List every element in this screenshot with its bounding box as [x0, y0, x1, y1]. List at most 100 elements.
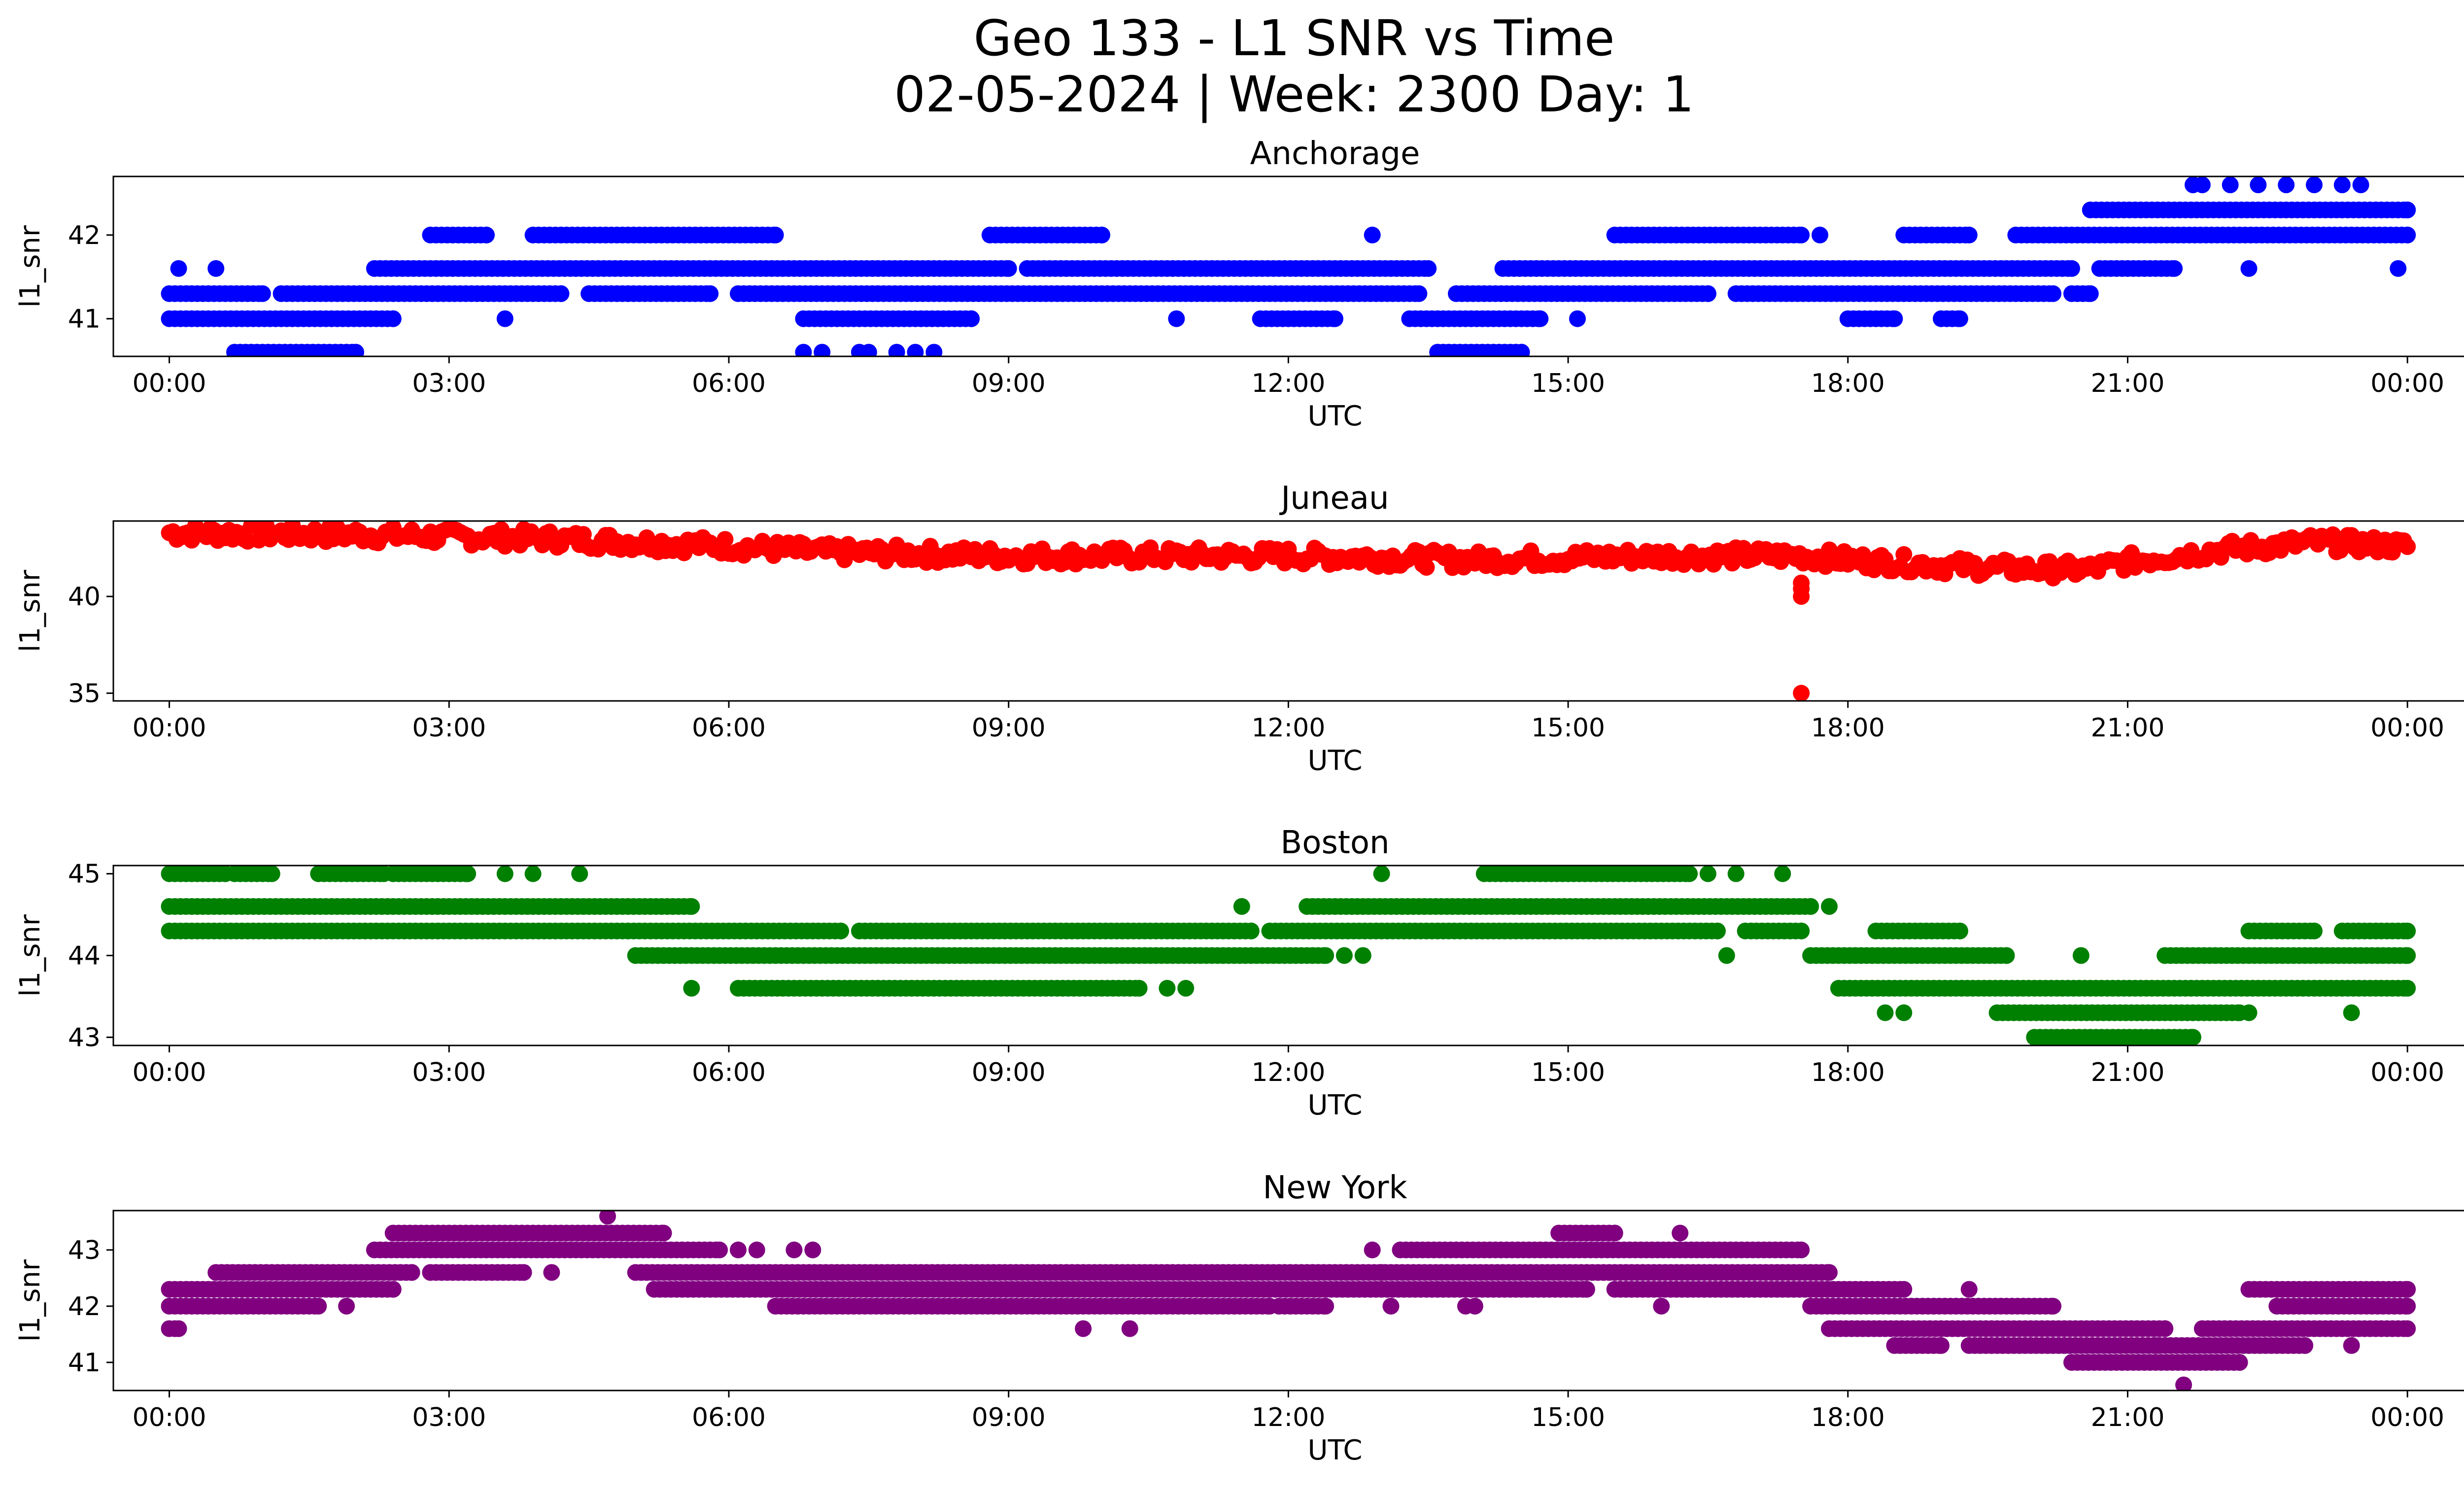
- y-tick-label: 41: [68, 1348, 101, 1378]
- data-point: [814, 344, 831, 356]
- x-tick-label: 06:00: [692, 369, 766, 398]
- x-tick-label: 09:00: [972, 1058, 1046, 1087]
- x-axis-label-boston: UTC: [1307, 1089, 1362, 1121]
- data-point: [2343, 1337, 2360, 1354]
- y-tick-label: 44: [68, 941, 101, 971]
- x-axis-label-juneau: UTC: [1307, 745, 1362, 777]
- y-axis-label-juneau: l1_snr: [14, 569, 46, 652]
- data-point: [2296, 1337, 2314, 1354]
- data-point: [1159, 979, 1176, 997]
- data-point: [2175, 1376, 2192, 1391]
- data-point: [384, 310, 402, 327]
- y-tick-label: 41: [68, 305, 101, 334]
- data-point: [2072, 947, 2089, 964]
- data-point: [1727, 866, 1745, 882]
- data-point: [1793, 588, 1810, 605]
- x-tick-label: 09:00: [972, 713, 1046, 743]
- x-tick-label: 18:00: [1811, 1058, 1885, 1087]
- data-point: [2399, 1281, 2416, 1298]
- data-point: [711, 1241, 728, 1258]
- data-point: [729, 1241, 747, 1258]
- data-point: [860, 344, 877, 356]
- data-point: [2082, 285, 2099, 302]
- data-point: [2399, 947, 2416, 964]
- data-point: [1653, 1297, 1670, 1315]
- data-point: [1718, 947, 1735, 964]
- x-tick-label: 03:00: [412, 713, 486, 743]
- data-point: [1466, 1297, 1483, 1315]
- x-tick-label: 09:00: [972, 369, 1046, 398]
- data-points-juneau: [161, 521, 2416, 701]
- x-tick-label: 21:00: [2091, 1058, 2165, 1087]
- data-point: [403, 1264, 420, 1281]
- data-point: [2240, 260, 2258, 277]
- data-point: [1774, 866, 1791, 882]
- data-point: [2399, 1320, 2416, 1337]
- data-point: [552, 285, 570, 302]
- data-point: [1895, 1004, 1913, 1021]
- data-point: [2399, 538, 2416, 555]
- x-tick-label: 18:00: [1811, 369, 1885, 398]
- data-point: [702, 285, 719, 302]
- data-point: [2278, 176, 2295, 193]
- data-point: [767, 226, 784, 243]
- data-point: [1513, 344, 1530, 356]
- data-point: [1418, 559, 1435, 576]
- data-point: [571, 866, 588, 882]
- x-axis-label-anchorage: UTC: [1307, 400, 1362, 432]
- data-point: [384, 1281, 402, 1298]
- data-point: [1364, 1241, 1381, 1258]
- data-point: [717, 531, 734, 548]
- data-point: [1373, 1264, 1390, 1281]
- data-point: [2147, 1337, 2164, 1354]
- data-point: [170, 260, 187, 277]
- data-point: [2343, 1004, 2360, 1021]
- data-point: [170, 1320, 187, 1337]
- x-tick-label: 00:00: [2370, 1058, 2444, 1087]
- data-point: [1000, 260, 1017, 277]
- data-point: [2390, 260, 2407, 277]
- x-tick-label: 09:00: [972, 1403, 1046, 1432]
- data-point: [599, 1211, 616, 1225]
- x-tick-label: 06:00: [692, 1058, 766, 1087]
- figure-title-line-1: Geo 133 - L1 SNR vs Time: [974, 9, 1615, 67]
- data-point: [1802, 898, 1819, 915]
- panel-title-juneau: Juneau: [1279, 480, 1389, 517]
- data-point: [2045, 1297, 2062, 1315]
- panel-boston: Boston 00:00 03:00 06:00 09:00 12:00 15:00 18:0…: [14, 825, 2464, 1121]
- panel-new-york: New York 00:00 03:00 06:00 09:00 12:00 15:00 18…: [14, 1170, 2464, 1466]
- data-points-new-york: [161, 1211, 2416, 1391]
- x-axis-label-new-york: UTC: [1307, 1434, 1362, 1466]
- data-point: [1420, 260, 1437, 277]
- y-tick-label: 42: [68, 221, 101, 250]
- y-tick-label: 42: [68, 1292, 101, 1321]
- data-point: [1821, 898, 1838, 915]
- x-tick-label: 12:00: [1251, 1058, 1325, 1087]
- data-point: [1075, 1320, 1092, 1337]
- data-point: [655, 1224, 672, 1242]
- data-point: [683, 898, 700, 915]
- x-tick-label: 12:00: [1251, 1403, 1325, 1432]
- data-point: [1793, 685, 1810, 701]
- data-point: [1960, 1281, 1978, 1298]
- data-point: [1606, 1224, 1623, 1242]
- data-point: [310, 1297, 327, 1315]
- data-point: [1951, 310, 1968, 327]
- x-tick-label: 18:00: [1811, 713, 1885, 743]
- data-point: [2185, 1029, 2201, 1045]
- x-tick-label: 03:00: [412, 369, 486, 398]
- data-point: [1699, 285, 1716, 302]
- y-axis-label-boston: l1_snr: [14, 914, 46, 997]
- data-point: [963, 310, 980, 327]
- data-point: [1854, 546, 1872, 563]
- data-point: [1364, 226, 1381, 243]
- data-point: [1933, 1337, 1950, 1354]
- x-tick-label: 18:00: [1811, 1403, 1885, 1432]
- y-tick-label: 35: [68, 679, 101, 708]
- plot-frame-juneau: [112, 520, 2464, 702]
- data-point: [2156, 1320, 2174, 1337]
- data-point: [1121, 1320, 1138, 1337]
- data-point: [1709, 922, 1726, 939]
- x-tick-label: 00:00: [133, 1403, 206, 1432]
- data-point: [524, 866, 542, 882]
